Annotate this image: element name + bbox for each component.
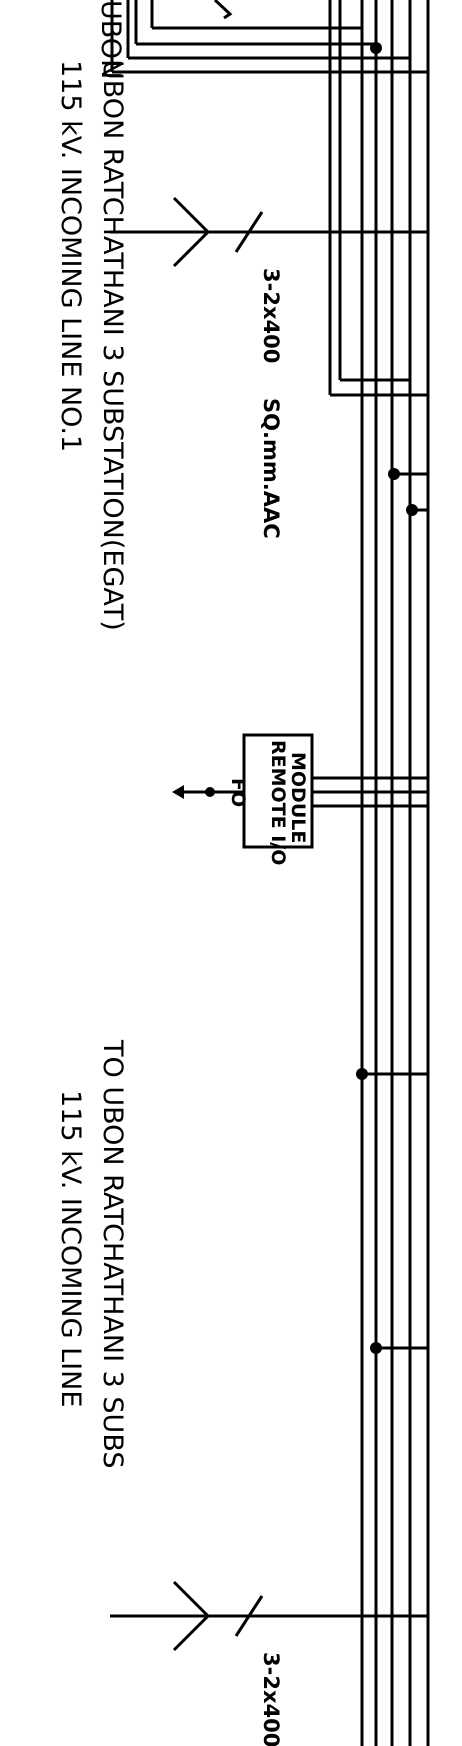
junction-dot: [370, 42, 382, 54]
junction-dot: [205, 787, 215, 797]
arrow-icon: [172, 785, 184, 799]
partial-symbol: [213, 0, 233, 20]
line1-source: UBON RATCHATHANI 3 SUBSTATION(EGAT): [97, 60, 128, 631]
mid-control-wiring: [328, 0, 428, 516]
lower-control-wiring: [356, 1068, 428, 1354]
line1-conductor: 3-2x400: [259, 268, 283, 363]
incoming-line-2-feeder: [110, 1580, 428, 1652]
text-labels: UBON 115 kV. INCOMING LINE NO.1 UBON RAT…: [55, 0, 309, 1746]
top-partial-label: UBON: [95, 0, 126, 79]
line2-title: 115 kV. INCOMING LINE: [55, 1090, 86, 1407]
line1-conductor-type: SQ.mm.AAC: [259, 398, 283, 539]
conductor-tick: [234, 211, 264, 253]
termination-symbol: [172, 1580, 211, 1652]
junction-dot: [356, 1068, 368, 1080]
fo-label: FO: [227, 778, 249, 807]
conductor-tick: [234, 1595, 264, 1637]
junction-dot: [370, 1342, 382, 1354]
bus-lines: [360, 0, 430, 1746]
remote-io-label-2: MODULE: [287, 752, 309, 843]
incoming-line-1-feeder: [110, 196, 428, 268]
top-control-wiring: [110, 0, 428, 74]
termination-symbol: [172, 196, 211, 268]
junction-dot: [406, 504, 418, 516]
remote-io-module: [172, 733, 428, 849]
remote-io-label: REMOTE I/O: [267, 740, 289, 865]
line2-conductor: 3-2x400: [259, 1652, 283, 1746]
line2-source: TO UBON RATCHATHANI 3 SUBS: [97, 1039, 128, 1469]
junction-dot: [388, 468, 400, 480]
line1-title: 115 kV. INCOMING LINE NO.1: [55, 60, 86, 452]
